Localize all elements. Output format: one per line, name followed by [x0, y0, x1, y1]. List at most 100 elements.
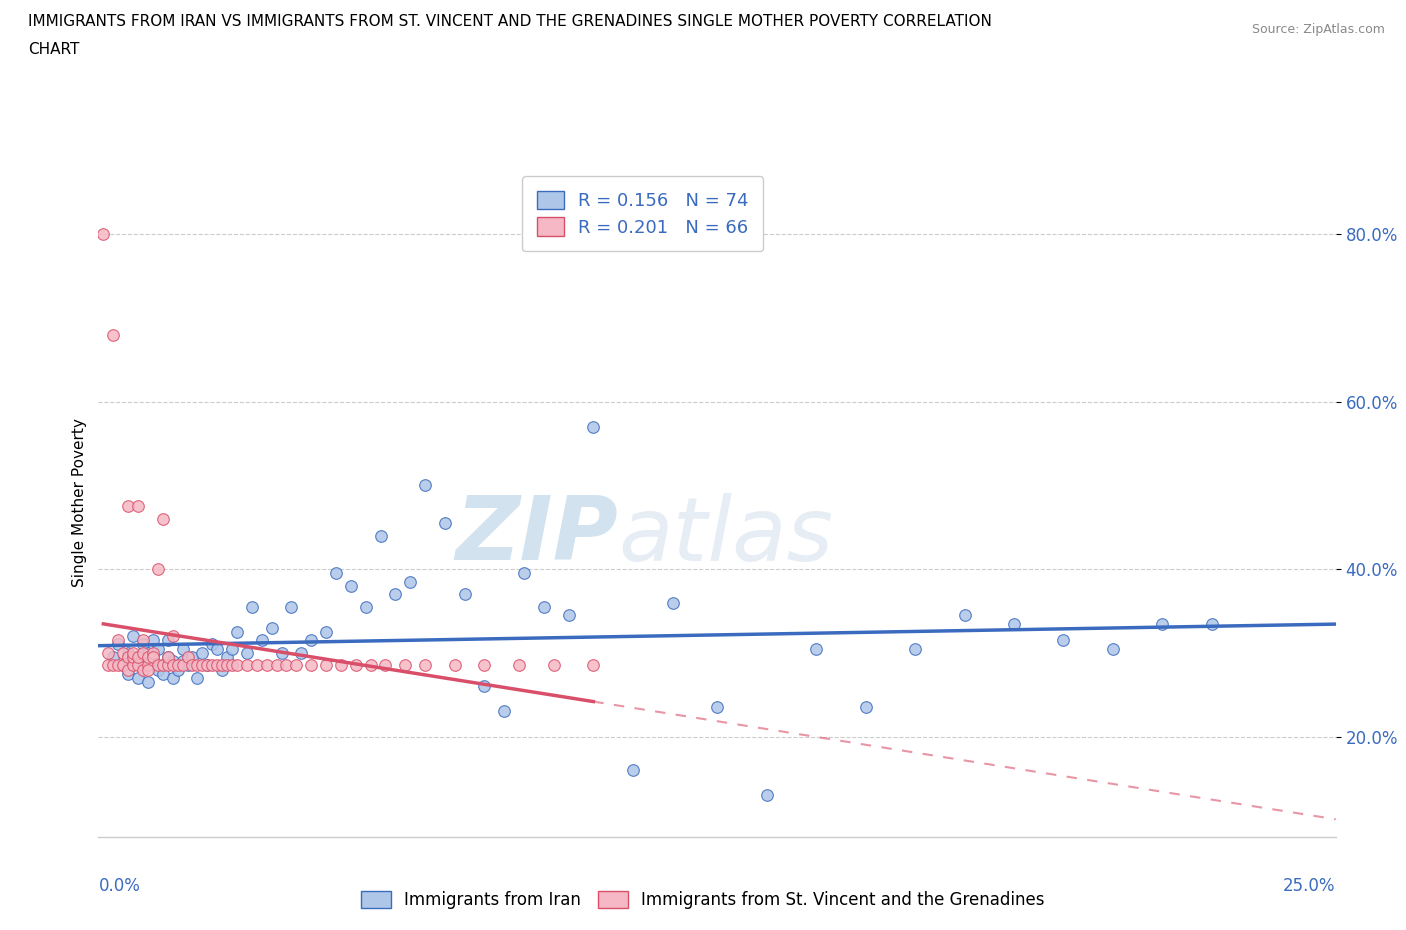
Point [513, 565, 536, 580]
Point [103, 650, 125, 665]
Point [1201, 616, 1223, 631]
Point [413, 478, 436, 493]
Point [181, 650, 204, 665]
Text: atlas: atlas [619, 493, 832, 578]
Point [162, 671, 184, 685]
Point [226, 625, 249, 640]
Point [201, 658, 224, 673]
Point [142, 650, 165, 665]
Point [285, 658, 308, 673]
Point [117, 662, 139, 677]
Point [280, 600, 302, 615]
Point [557, 608, 579, 623]
Point [146, 662, 169, 677]
Point [172, 654, 194, 669]
Point [117, 666, 139, 681]
Point [191, 645, 214, 660]
Point [112, 658, 135, 673]
Point [191, 658, 214, 673]
Point [152, 666, 174, 681]
Point [953, 608, 976, 623]
Point [93, 227, 115, 242]
Point [103, 658, 125, 673]
Point [156, 650, 179, 665]
Point [1102, 642, 1125, 657]
Point [127, 499, 149, 514]
Point [370, 528, 392, 543]
Point [136, 658, 159, 673]
Point [162, 654, 184, 669]
Point [315, 658, 337, 673]
Point [433, 515, 456, 530]
Point [276, 658, 298, 673]
Point [132, 637, 155, 652]
Point [543, 658, 565, 673]
Point [315, 625, 337, 640]
Point [127, 650, 149, 665]
Point [136, 675, 159, 690]
Point [240, 600, 263, 615]
Point [226, 658, 249, 673]
Legend: R = 0.156   N = 74, R = 0.201   N = 66: R = 0.156 N = 74, R = 0.201 N = 66 [523, 177, 763, 251]
Point [325, 565, 347, 580]
Point [172, 658, 194, 673]
Point [755, 788, 778, 803]
Point [453, 587, 475, 602]
Point [904, 642, 927, 657]
Point [156, 650, 179, 665]
Point [329, 658, 352, 673]
Point [1052, 632, 1074, 647]
Point [181, 658, 204, 673]
Point [205, 658, 228, 673]
Point [127, 671, 149, 685]
Point [142, 632, 165, 647]
Point [661, 595, 683, 610]
Point [340, 578, 363, 593]
Point [122, 645, 145, 660]
Point [374, 658, 396, 673]
Point [107, 637, 129, 652]
Point [112, 658, 135, 673]
Point [156, 658, 179, 673]
Point [221, 658, 243, 673]
Point [582, 419, 605, 434]
Text: 25.0%: 25.0% [1284, 877, 1336, 896]
Point [166, 658, 188, 673]
Point [176, 658, 198, 673]
Text: CHART: CHART [28, 42, 80, 57]
Text: ZIP: ZIP [456, 492, 619, 579]
Point [443, 658, 465, 673]
Point [136, 645, 159, 660]
Point [152, 658, 174, 673]
Point [127, 650, 149, 665]
Point [176, 650, 198, 665]
Point [236, 658, 259, 673]
Point [136, 650, 159, 665]
Legend: Immigrants from Iran, Immigrants from St. Vincent and the Grenadines: Immigrants from Iran, Immigrants from St… [353, 883, 1053, 917]
Point [162, 629, 184, 644]
Point [166, 662, 188, 677]
Point [132, 632, 155, 647]
Point [394, 658, 416, 673]
Point [122, 650, 145, 665]
Point [146, 642, 169, 657]
Point [508, 658, 530, 673]
Point [494, 704, 516, 719]
Point [122, 629, 145, 644]
Point [217, 658, 239, 673]
Point [117, 499, 139, 514]
Text: Source: ZipAtlas.com: Source: ZipAtlas.com [1251, 23, 1385, 36]
Point [1002, 616, 1025, 631]
Point [195, 658, 218, 673]
Point [132, 645, 155, 660]
Point [804, 642, 827, 657]
Point [122, 654, 145, 669]
Point [399, 575, 422, 590]
Point [413, 658, 436, 673]
Point [706, 700, 728, 715]
Point [211, 662, 233, 677]
Point [221, 642, 243, 657]
Point [97, 645, 120, 660]
Point [256, 658, 278, 673]
Point [186, 658, 208, 673]
